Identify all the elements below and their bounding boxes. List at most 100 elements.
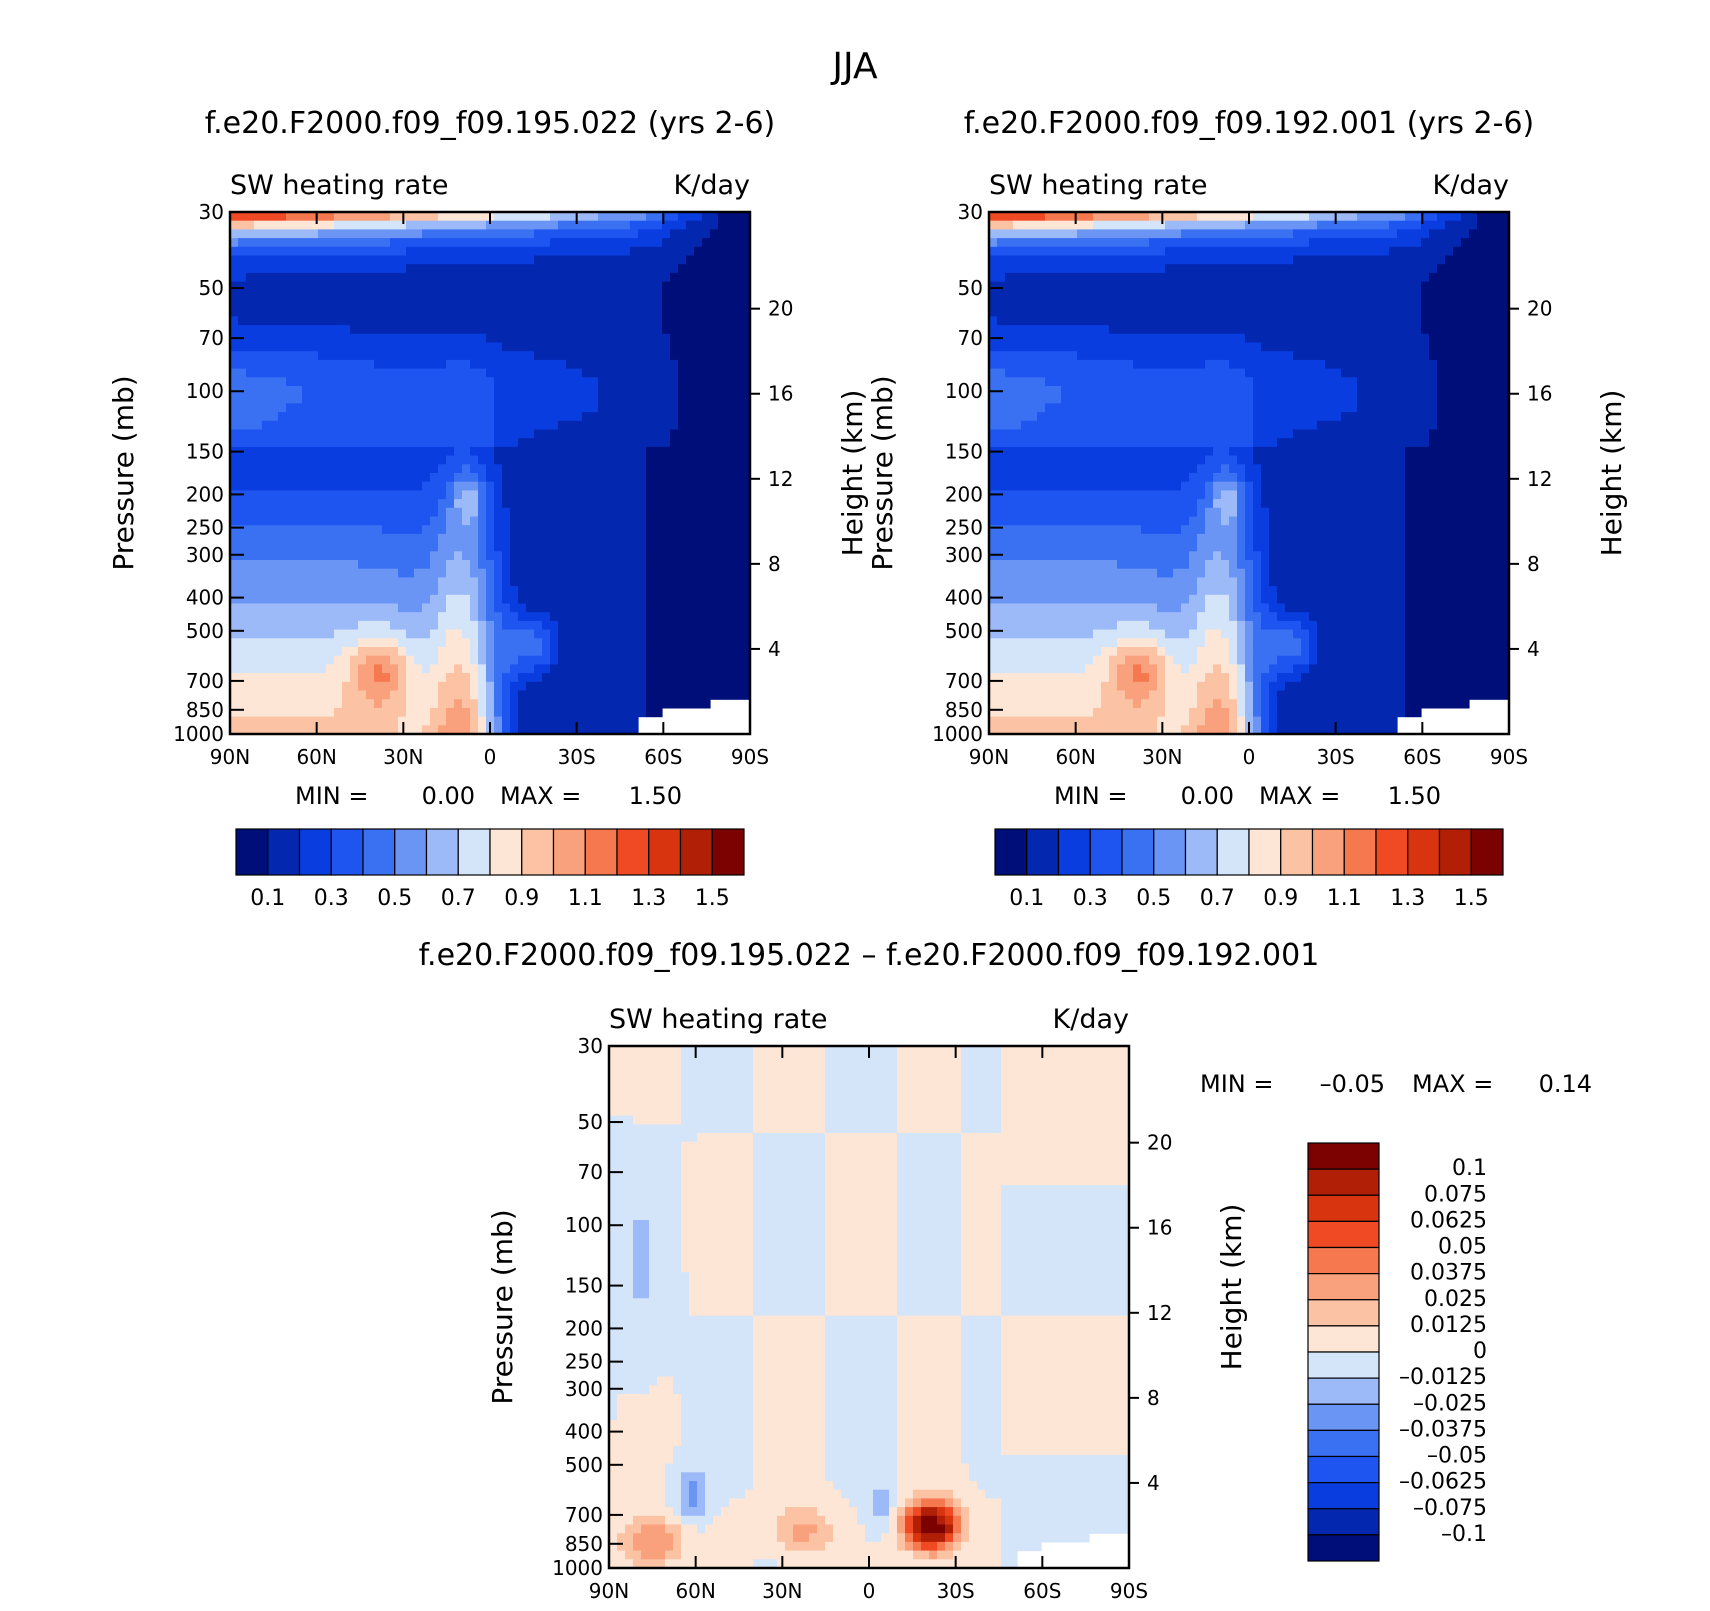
contour-cell	[1429, 255, 1438, 265]
contour-cell	[382, 299, 391, 309]
contour-cell	[430, 716, 439, 726]
contour-cell	[494, 568, 503, 578]
contour-cell	[542, 568, 551, 578]
contour-cell	[1413, 264, 1422, 274]
contour-cell	[414, 264, 423, 274]
contour-cell	[334, 299, 343, 309]
contour-cell	[326, 499, 335, 509]
contour-cell	[1053, 264, 1062, 274]
contour-cell	[694, 673, 703, 683]
contour-cell	[694, 542, 703, 552]
contour-cell	[390, 464, 399, 474]
contour-cell	[1445, 316, 1454, 326]
contour-cell	[398, 507, 407, 518]
contour-cell	[318, 594, 327, 605]
contour-cell	[294, 212, 303, 222]
contour-cell	[1501, 238, 1510, 248]
contour-cell	[694, 455, 703, 465]
contour-cell	[342, 464, 351, 474]
contour-cell	[1317, 220, 1326, 230]
contour-cell	[694, 299, 703, 309]
contour-cell	[518, 246, 527, 257]
contour-cell	[1453, 316, 1462, 326]
contour-cell	[478, 612, 487, 622]
contour-cell	[654, 473, 663, 483]
contour-cell	[1325, 316, 1334, 326]
contour-cell	[1173, 325, 1182, 335]
contour-cell	[550, 429, 559, 439]
contour-cell	[662, 603, 671, 613]
contour-cell	[518, 386, 527, 396]
contour-cell	[742, 351, 751, 361]
contour-cell	[630, 725, 639, 735]
contour-cell	[1421, 299, 1430, 309]
contour-cell	[558, 238, 567, 248]
contour-cell	[302, 333, 311, 344]
contour-cell	[262, 403, 271, 413]
contour-cell	[294, 377, 303, 387]
contour-cell	[638, 690, 647, 700]
contour-cell	[550, 612, 559, 622]
contour-cell	[486, 716, 495, 726]
contour-cell	[614, 342, 623, 352]
contour-cell	[374, 525, 383, 535]
contour-cell	[606, 473, 615, 483]
contour-cell	[454, 490, 463, 500]
contour-cell	[366, 246, 375, 257]
contour-cell	[350, 220, 359, 230]
contour-cell	[470, 507, 479, 518]
contour-cell	[390, 629, 399, 639]
contour-cell	[582, 325, 591, 335]
contour-cell	[430, 490, 439, 500]
contour-cell	[254, 481, 263, 491]
contour-cell	[486, 386, 495, 396]
contour-cell	[1197, 272, 1206, 283]
contour-cell	[502, 594, 511, 605]
contour-cell	[686, 499, 695, 509]
contour-cell	[614, 255, 623, 265]
contour-cell	[1405, 220, 1414, 230]
contour-cell	[1205, 342, 1214, 352]
contour-cell	[742, 673, 751, 683]
contour-cell	[358, 281, 367, 291]
contour-cell	[278, 725, 287, 735]
contour-cell	[718, 525, 727, 535]
contour-cell	[534, 533, 543, 544]
contour-cell	[526, 603, 535, 613]
contour-cell	[574, 299, 583, 309]
contour-cell	[502, 568, 511, 578]
contour-cell	[390, 516, 399, 526]
contour-cell	[382, 664, 391, 674]
contour-cell	[678, 281, 687, 291]
contour-cell	[334, 238, 343, 248]
contour-cell	[310, 429, 319, 439]
contour-cell	[286, 716, 295, 726]
contour-cell	[494, 342, 503, 352]
contour-cell	[734, 394, 743, 404]
contour-cell	[270, 412, 279, 422]
contour-cell	[574, 525, 583, 535]
contour-cell	[1253, 272, 1262, 283]
contour-cell	[446, 455, 455, 465]
contour-cell	[270, 725, 279, 735]
contour-cell	[278, 403, 287, 413]
contour-cell	[1245, 238, 1254, 248]
contour-cell	[614, 386, 623, 396]
contour-cell	[238, 455, 247, 465]
contour-cell	[318, 603, 327, 613]
contour-cell	[1077, 316, 1086, 326]
contour-cell	[366, 316, 375, 326]
contour-cell	[1301, 272, 1310, 283]
contour-cell	[1061, 255, 1070, 265]
contour-cell	[518, 516, 527, 526]
contour-cell	[454, 229, 463, 239]
contour-cell	[606, 438, 615, 448]
contour-cell	[382, 673, 391, 683]
contour-cell	[518, 542, 527, 552]
contour-cell	[718, 386, 727, 396]
contour-cell	[526, 455, 535, 465]
contour-cell	[510, 359, 519, 370]
contour-cell	[646, 464, 655, 474]
contour-cell	[694, 420, 703, 431]
contour-cell	[622, 246, 631, 257]
